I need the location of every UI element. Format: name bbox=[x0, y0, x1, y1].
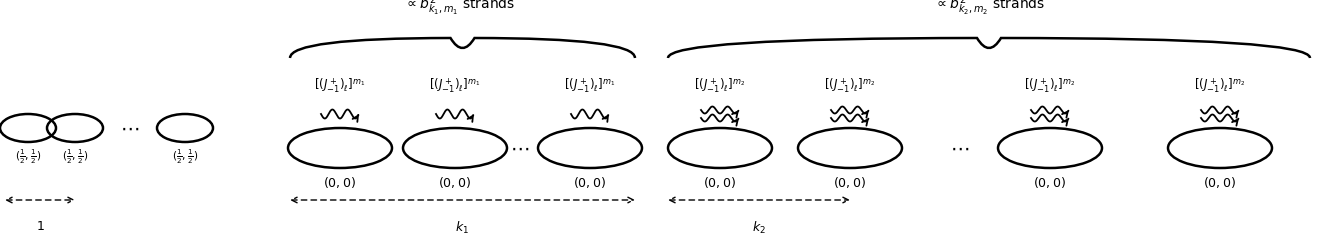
Text: $(0,0)$: $(0,0)$ bbox=[573, 175, 606, 190]
Text: $(0,0)$: $(0,0)$ bbox=[438, 175, 471, 190]
Text: $\cdots$: $\cdots$ bbox=[120, 119, 140, 138]
Text: $(0,0)$: $(0,0)$ bbox=[1034, 175, 1067, 190]
Text: $[(J^+_{-1})_\ell]^{m_2}$: $[(J^+_{-1})_\ell]^{m_2}$ bbox=[694, 76, 746, 95]
Text: $(0,0)$: $(0,0)$ bbox=[1204, 175, 1237, 190]
Text: $(0,0)$: $(0,0)$ bbox=[833, 175, 866, 190]
Text: $(\frac{1}{2},\frac{1}{2})$: $(\frac{1}{2},\frac{1}{2})$ bbox=[15, 148, 41, 166]
Text: $[(J^+_{-1})_\ell]^{m_2}$: $[(J^+_{-1})_\ell]^{m_2}$ bbox=[1024, 76, 1076, 95]
Text: $[(J^+_{-1})_\ell]^{m_1}$: $[(J^+_{-1})_\ell]^{m_1}$ bbox=[429, 76, 480, 95]
Text: $(0,0)$: $(0,0)$ bbox=[704, 175, 737, 190]
Text: $1$: $1$ bbox=[36, 220, 45, 233]
Text: $k_1$: $k_1$ bbox=[455, 220, 469, 236]
Text: $\propto b^2_{k_2,m_2}$ strands: $\propto b^2_{k_2,m_2}$ strands bbox=[935, 0, 1045, 18]
Text: $\cdots$: $\cdots$ bbox=[511, 139, 529, 157]
Text: $\cdots$: $\cdots$ bbox=[950, 139, 970, 157]
Text: $\propto b^2_{k_1,m_1}$ strands: $\propto b^2_{k_1,m_1}$ strands bbox=[404, 0, 516, 18]
Text: $(0,0)$: $(0,0)$ bbox=[323, 175, 356, 190]
Text: $k_2$: $k_2$ bbox=[752, 220, 766, 236]
Text: $(\frac{1}{2},\frac{1}{2})$: $(\frac{1}{2},\frac{1}{2})$ bbox=[62, 148, 88, 166]
Text: $[(J^+_{-1})_\ell]^{m_1}$: $[(J^+_{-1})_\ell]^{m_1}$ bbox=[565, 76, 615, 95]
Text: $[(J^+_{-1})_\ell]^{m_2}$: $[(J^+_{-1})_\ell]^{m_2}$ bbox=[825, 76, 875, 95]
Text: $[(J^+_{-1})_\ell]^{m_1}$: $[(J^+_{-1})_\ell]^{m_1}$ bbox=[314, 76, 366, 95]
Text: $[(J^+_{-1})_\ell]^{m_2}$: $[(J^+_{-1})_\ell]^{m_2}$ bbox=[1195, 76, 1246, 95]
Text: $(\frac{1}{2},\frac{1}{2})$: $(\frac{1}{2},\frac{1}{2})$ bbox=[172, 148, 198, 166]
